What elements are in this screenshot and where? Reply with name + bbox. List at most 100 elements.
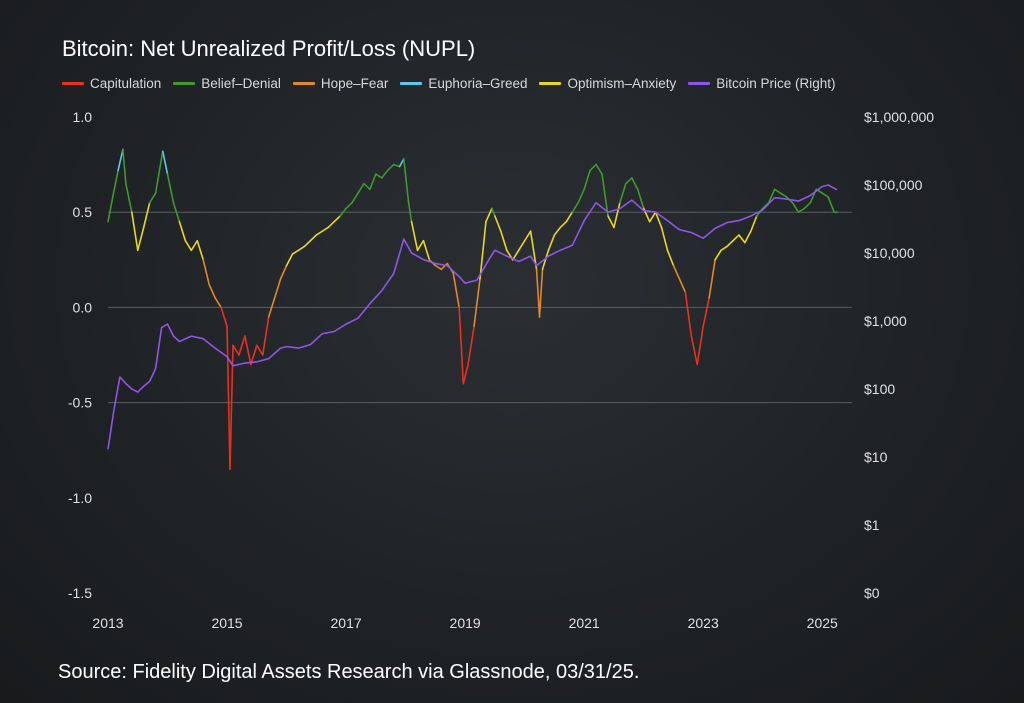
legend-swatch (688, 82, 711, 85)
nupl-segment (422, 239, 431, 261)
nupl-segment (407, 201, 413, 223)
nupl-segment (684, 291, 693, 337)
y-left-tick-label: 0.0 (73, 299, 93, 315)
nupl-segment (166, 173, 175, 204)
nupl-segment (196, 239, 205, 261)
nupl-segment (309, 234, 318, 242)
nupl-segment (779, 192, 788, 198)
nupl-segment (547, 234, 556, 252)
nupl-segment (738, 234, 746, 244)
nupl-segment (351, 192, 359, 204)
nupl-segment (434, 264, 443, 271)
nupl-segment (452, 272, 460, 309)
nupl-segment (511, 249, 520, 261)
y-left-tick-label: 1.0 (73, 109, 93, 125)
nupl-segment (500, 230, 508, 252)
nupl-segment (315, 230, 324, 236)
nupl-segment (107, 196, 114, 223)
nupl-segment (690, 335, 699, 366)
legend-item-euphoria-greed: Euphoria–Greed (400, 76, 527, 91)
nupl-segment (494, 215, 502, 233)
nupl-segment (172, 201, 181, 223)
y-left-tick-label: 0.5 (73, 204, 93, 220)
nupl-segment (538, 268, 544, 318)
nupl-segment (583, 169, 591, 191)
y-right-tick-label: $1,000 (864, 313, 907, 329)
nupl-segment (773, 188, 782, 194)
nupl-segment (226, 325, 231, 471)
nupl-segment (702, 297, 710, 328)
x-tick-label: 2015 (211, 615, 242, 631)
nupl-segment (380, 169, 389, 179)
nupl-segment (369, 173, 377, 191)
y-right-tick-label: $100,000 (864, 177, 923, 193)
nupl-segment (232, 344, 240, 356)
nupl-segment (136, 226, 145, 252)
nupl-segment (479, 220, 487, 280)
nupl-segment (261, 316, 270, 356)
nupl-segment (636, 188, 645, 210)
y-right-tick-label: $1,000,000 (864, 109, 934, 125)
nupl-segment (821, 192, 829, 198)
nupl-segment (321, 226, 330, 233)
y-right-tick-label: $100 (864, 381, 895, 397)
nupl-segment (125, 182, 133, 213)
nupl-segment (589, 163, 597, 172)
legend-swatch (400, 82, 423, 85)
nupl-segment (708, 258, 716, 299)
nupl-segment (220, 306, 228, 328)
legend-label: Bitcoin Price (Right) (716, 76, 836, 91)
nupl-segment (601, 173, 609, 217)
x-tick-label: 2021 (569, 615, 600, 631)
nupl-segment (333, 215, 341, 223)
y-left-tick-label: -1.5 (68, 585, 92, 601)
nupl-segment (458, 306, 465, 385)
nupl-segment (517, 239, 526, 252)
nupl-segment (327, 220, 335, 229)
nupl-segment (720, 245, 728, 252)
legend-item-capitulation: Capitulation (62, 76, 161, 91)
nupl-segment (122, 148, 127, 185)
legend-item-optimism-anxiety: Optimism–Anxiety (539, 76, 676, 91)
nupl-segment (255, 344, 264, 356)
nupl-segment (416, 239, 425, 252)
nupl-segment (696, 325, 705, 366)
x-tick-label: 2013 (92, 615, 123, 631)
chart-legend: Capitulation Belief–Denial Hope–Fear Euphor… (62, 76, 836, 91)
nupl-segment (541, 249, 550, 271)
nupl-segment (767, 188, 776, 204)
nupl-segment (523, 230, 532, 242)
bitcoin-price-line (107, 184, 838, 450)
legend-label: Capitulation (90, 76, 162, 91)
x-tick-label: 2019 (450, 615, 481, 631)
legend-swatch (292, 82, 315, 85)
y-left-tick-label: -1.0 (68, 490, 92, 506)
nupl-segment (595, 163, 603, 175)
nupl-segment (303, 239, 312, 248)
nupl-segment (485, 207, 493, 223)
nupl-segment (714, 249, 722, 261)
nupl-segment (553, 226, 562, 236)
nupl-segment (535, 268, 541, 318)
y-left-tick-label: -0.5 (68, 395, 92, 411)
nupl-segment (148, 192, 157, 204)
nupl-segment (178, 220, 187, 242)
y-right-tick-label: $10,000 (864, 245, 915, 261)
chart-title: Bitcoin: Net Unrealized Profit/Loss (NUP… (62, 36, 476, 61)
nupl-segment (672, 264, 681, 280)
nupl-segment (117, 148, 124, 172)
y-right-tick-label: $1 (864, 517, 880, 533)
nupl-segment (375, 173, 383, 179)
nupl-segment (111, 169, 119, 198)
nupl-segment (625, 177, 633, 185)
nupl-segment (732, 234, 740, 242)
nupl-segment (467, 325, 475, 366)
nupl-segment (565, 211, 574, 223)
nupl-segment (184, 239, 193, 252)
nupl-segment (619, 182, 627, 204)
legend-label: Optimism–Anxiety (567, 76, 677, 91)
nupl-segment (363, 182, 371, 191)
x-tick-label: 2023 (688, 615, 719, 631)
nupl-segment (607, 215, 615, 229)
nupl-segment (208, 283, 216, 299)
